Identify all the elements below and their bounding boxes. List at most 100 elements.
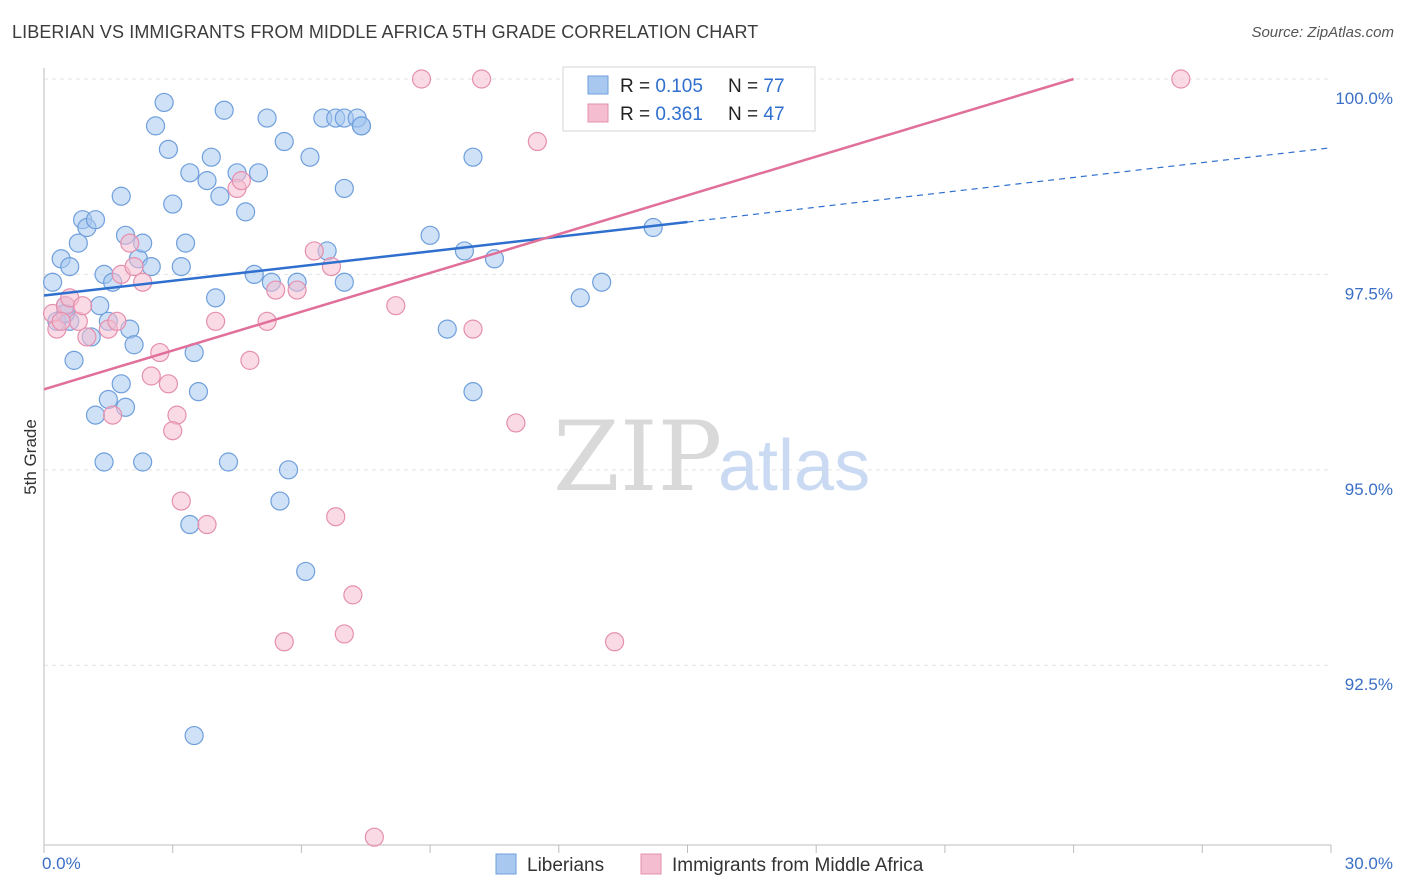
svg-text:R = 0.105: R = 0.105 [620, 76, 703, 97]
middle-africa-point-8 [103, 405, 123, 425]
middle-africa-point-36 [527, 131, 547, 152]
liberians-point-44 [278, 460, 299, 480]
middle-africa-point-37 [604, 632, 625, 652]
middle-africa-point-31 [386, 296, 406, 316]
liberians-point-14 [111, 186, 131, 206]
n-value-blue: 77 [763, 76, 784, 97]
middle-africa-point-26 [321, 256, 342, 277]
stats-legend-swatch-blue [587, 75, 609, 95]
middle-africa-point-20 [240, 350, 260, 370]
liberians-point-51 [334, 272, 354, 292]
middle-africa-point-6 [77, 327, 97, 347]
svg-text:R = 0.361: R = 0.361 [620, 104, 703, 125]
middle-africa-point-44 [231, 171, 251, 191]
middle-africa-point-16 [171, 491, 191, 511]
series-legend: Liberians Immigrants from Middle Africa [495, 853, 924, 876]
y-tick-label-0: 100.0% [1335, 89, 1393, 108]
liberians-point-6 [68, 233, 88, 253]
legend-label-liberians[interactable]: Liberians [527, 855, 604, 876]
r-label-blue: R = [620, 76, 655, 97]
liberians-point-47 [300, 147, 320, 167]
liberians-point-46 [296, 561, 316, 582]
watermark-zip: ZIP [553, 401, 722, 513]
chart-title: LIBERIAN VS IMMIGRANTS FROM MIDDLE AFRIC… [12, 22, 759, 42]
watermark: ZIP atlas [553, 401, 870, 513]
middle-africa-point-12 [141, 366, 161, 386]
liberians-point-33 [210, 186, 230, 206]
middle-africa-point-24 [287, 280, 307, 300]
middle-africa-trend-line [43, 77, 1074, 391]
middle-africa-point-14 [158, 374, 179, 394]
liberians-point-24 [163, 194, 183, 214]
middle-africa-point-22 [266, 280, 286, 300]
liberians-point-75 [592, 272, 612, 292]
liberians-point-26 [175, 233, 196, 253]
svg-text:N = 47: N = 47 [728, 104, 785, 125]
liberians-point-35 [218, 452, 239, 472]
liberians-point-40 [257, 108, 277, 128]
liberians-point-56 [85, 405, 106, 425]
liberians-point-42 [270, 491, 290, 511]
y-tick-labels: 100.0% 97.5% 95.0% 92.5% [1335, 89, 1393, 694]
middle-africa-point-45 [163, 421, 183, 441]
r-value-pink: 0.361 [655, 104, 703, 125]
x-ticks [43, 845, 1332, 853]
n-value-pink: 47 [763, 104, 784, 125]
liberians-point-25 [171, 256, 191, 277]
liberians-point-31 [201, 147, 221, 167]
middle-africa-point-23 [274, 632, 294, 652]
stats-legend: R = 0.105 N = 77 R = 0.361 N = 47 [562, 66, 816, 132]
liberians-point-70 [454, 241, 475, 261]
liberians-point-43 [274, 131, 294, 152]
middle-africa-point-25 [304, 241, 324, 261]
liberians-point-32 [206, 288, 226, 308]
liberians-point-0 [42, 272, 63, 292]
liberians-point-52 [334, 178, 354, 199]
liberians-point-23 [158, 139, 179, 159]
liberians-point-21 [145, 116, 166, 136]
liberians-point-4 [64, 350, 84, 370]
liberians-point-29 [188, 382, 209, 402]
liberians-point-30 [197, 171, 217, 191]
legend-swatch-liberians[interactable] [495, 853, 517, 875]
liberians-point-61 [133, 452, 153, 472]
middle-africa-point-46 [1171, 69, 1191, 89]
svg-text:N = 77: N = 77 [728, 76, 785, 97]
liberians-point-17 [124, 335, 144, 355]
liberians-point-10 [90, 296, 110, 316]
middle-africa-point-5 [73, 296, 93, 316]
middle-africa-point-10 [120, 233, 140, 253]
middle-africa-point-27 [326, 507, 346, 527]
liberians-point-54 [180, 514, 200, 535]
middle-africa-point-32 [411, 69, 432, 89]
liberians-point-74 [570, 288, 590, 308]
y-tick-label-1: 97.5% [1345, 284, 1393, 303]
x-tick-label-min: 0.0% [42, 854, 81, 873]
liberians-point-59 [111, 374, 131, 394]
middle-africa-point-17 [197, 514, 217, 535]
liberians-trend-line [43, 220, 688, 297]
r-value-blue: 0.105 [655, 76, 703, 97]
y-tick-label-2: 95.0% [1345, 480, 1393, 499]
middle-africa-point-41 [124, 256, 144, 277]
y-axis-title: 5th Grade [21, 419, 40, 495]
liberians-point-69 [437, 319, 457, 339]
liberians-point-22 [154, 92, 174, 113]
y-tick-label-3: 92.5% [1345, 675, 1393, 694]
liberians-point-55 [184, 725, 204, 746]
x-tick-label-max: 30.0% [1345, 854, 1393, 873]
middle-africa-point-30 [364, 827, 384, 847]
legend-label-middle-africa[interactable]: Immigrants from Middle Africa [672, 855, 924, 876]
middle-africa-point-42 [107, 311, 127, 331]
middle-africa-point-43 [51, 311, 71, 331]
middle-africa-point-11 [133, 272, 153, 292]
middle-africa-point-34 [471, 69, 492, 89]
legend-swatch-middle-africa[interactable] [640, 853, 662, 875]
liberians-point-27 [180, 163, 200, 183]
liberians-point-3 [60, 256, 80, 277]
liberians-point-71 [463, 382, 483, 402]
n-label-pink: N = [728, 104, 763, 125]
liberians-point-68 [420, 225, 440, 245]
trend-lines [43, 77, 1332, 391]
